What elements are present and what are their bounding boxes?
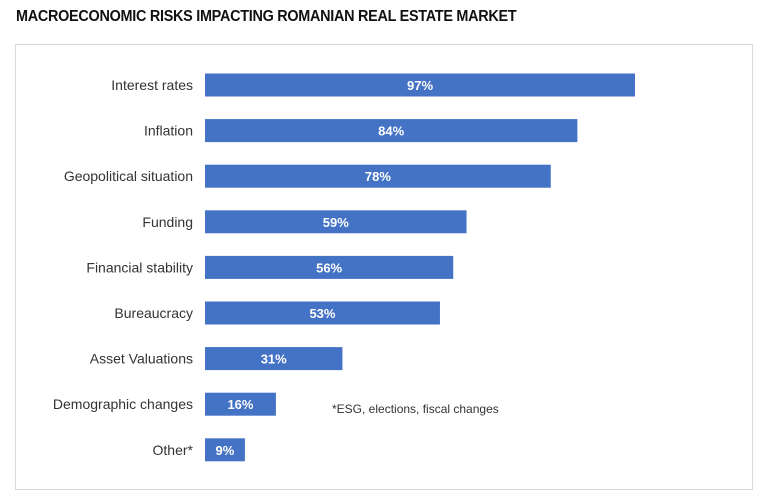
footnote: *ESG, elections, fiscal changes <box>332 402 499 416</box>
value-label: 97% <box>407 78 433 93</box>
value-label: 53% <box>309 306 335 321</box>
bar <box>205 392 276 416</box>
bar <box>205 210 467 234</box>
category-label: Funding <box>142 214 193 230</box>
chart-frame <box>15 44 753 490</box>
value-label: 56% <box>316 260 342 275</box>
bar <box>205 164 551 188</box>
category-label: Financial stability <box>86 259 193 275</box>
value-label: 59% <box>323 215 349 230</box>
value-label: 16% <box>227 397 253 412</box>
bar <box>205 438 245 462</box>
value-label: 9% <box>216 443 235 458</box>
bar <box>205 301 440 325</box>
category-label: Other* <box>153 442 194 458</box>
chart-title: MACROECONOMIC RISKS IMPACTING ROMANIAN R… <box>16 8 517 25</box>
category-label: Inflation <box>144 123 193 139</box>
bar <box>205 119 578 143</box>
category-label: Bureaucracy <box>114 305 193 321</box>
value-label: 31% <box>261 352 287 367</box>
bar <box>205 255 454 279</box>
bar <box>205 347 343 371</box>
value-label: 78% <box>365 169 391 184</box>
bar <box>205 73 635 97</box>
category-label: Demographic changes <box>53 396 193 412</box>
category-label: Geopolitical situation <box>64 168 193 184</box>
category-label: Interest rates <box>111 77 193 93</box>
value-label: 84% <box>378 124 404 139</box>
category-label: Asset Valuations <box>90 351 193 367</box>
